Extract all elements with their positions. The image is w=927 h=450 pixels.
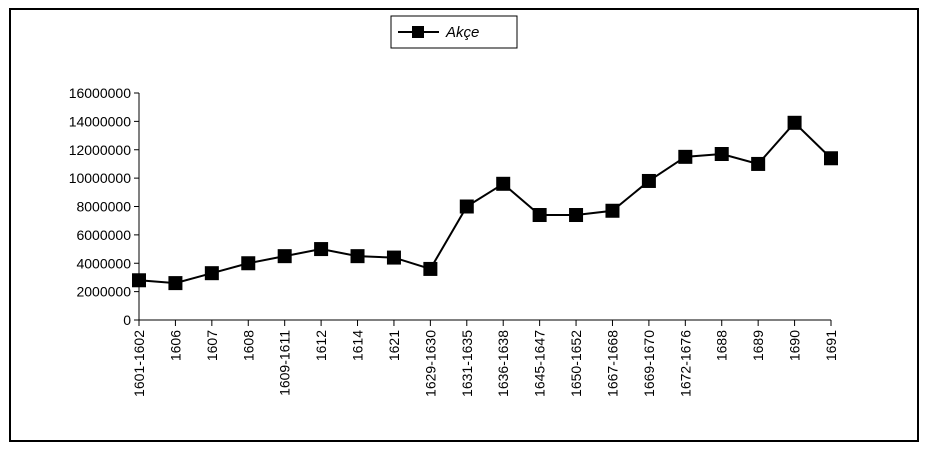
data-point-marker	[314, 242, 329, 257]
data-point-marker	[132, 273, 146, 288]
x-tick-label: 1645-1647	[532, 330, 548, 397]
data-point-marker	[532, 208, 547, 223]
x-tick-label: 1621	[386, 330, 402, 361]
x-tick-label: 1608	[240, 330, 256, 361]
legend: Akçe	[390, 15, 518, 49]
x-tick-label: 1667-1668	[604, 330, 620, 397]
data-point-marker	[496, 176, 511, 191]
y-tick-label: 16000000	[69, 85, 132, 101]
data-point-marker	[787, 115, 802, 130]
x-tick-label: 1650-1652	[568, 330, 584, 397]
x-tick-label: 1601-1602	[131, 330, 147, 397]
x-tick-label: 1688	[714, 330, 730, 361]
x-tick-label: 1691	[823, 330, 839, 361]
x-tick-label: 1669-1670	[641, 330, 657, 397]
x-tick-label: 1690	[787, 330, 803, 361]
y-tick-label: 14000000	[69, 113, 132, 129]
line-chart: 0 2000000 4000000 6000000 8000000 10000000 120…	[69, 15, 839, 397]
data-point-marker	[386, 250, 401, 265]
data-point-marker	[459, 199, 474, 214]
x-tick-label: 1672-1676	[677, 330, 693, 397]
x-tick-label: 1609-1611	[277, 330, 293, 396]
x-tick-label: 1631-1635	[459, 330, 475, 397]
series-akce	[132, 115, 838, 291]
y-tick-label: 10000000	[69, 170, 132, 186]
y-tick-label: 0	[123, 312, 131, 328]
data-point-marker	[714, 147, 729, 162]
legend-label: Akçe	[445, 24, 479, 41]
x-tick-label: 1689	[750, 330, 766, 361]
data-point-marker	[605, 203, 620, 218]
x-tick-label: 1607	[204, 330, 220, 361]
data-point-marker	[824, 151, 838, 166]
y-tick-label: 6000000	[76, 227, 131, 243]
legend-marker-icon	[412, 26, 424, 38]
data-point-marker	[751, 156, 766, 171]
x-tick-label: 1629-1630	[422, 330, 438, 397]
x-tick-label: 1612	[313, 330, 329, 361]
data-point-marker	[423, 261, 438, 276]
data-point-marker	[168, 276, 183, 291]
y-axis: 0 2000000 4000000 6000000 8000000 10000000 120…	[69, 85, 140, 328]
data-point-marker	[241, 256, 256, 271]
chart-frame: 0 2000000 4000000 6000000 8000000 10000000 120…	[9, 8, 919, 442]
x-tick-label: 1606	[167, 330, 183, 361]
x-tick-label: 1636-1638	[495, 330, 511, 397]
y-tick-label: 2000000	[76, 284, 131, 300]
y-tick-label: 4000000	[76, 255, 131, 271]
x-axis: 1601-1602 1606 1607 1608 1609-1611 1612 1614 16…	[131, 319, 839, 397]
data-point-marker	[277, 249, 292, 264]
data-point-marker	[641, 173, 656, 188]
y-tick-label: 12000000	[69, 142, 132, 158]
data-point-marker	[204, 266, 219, 281]
data-point-marker	[678, 149, 693, 164]
y-tick-label: 8000000	[76, 199, 131, 215]
x-tick-label: 1614	[350, 330, 366, 361]
data-point-marker	[350, 249, 365, 264]
data-point-marker	[569, 208, 584, 223]
